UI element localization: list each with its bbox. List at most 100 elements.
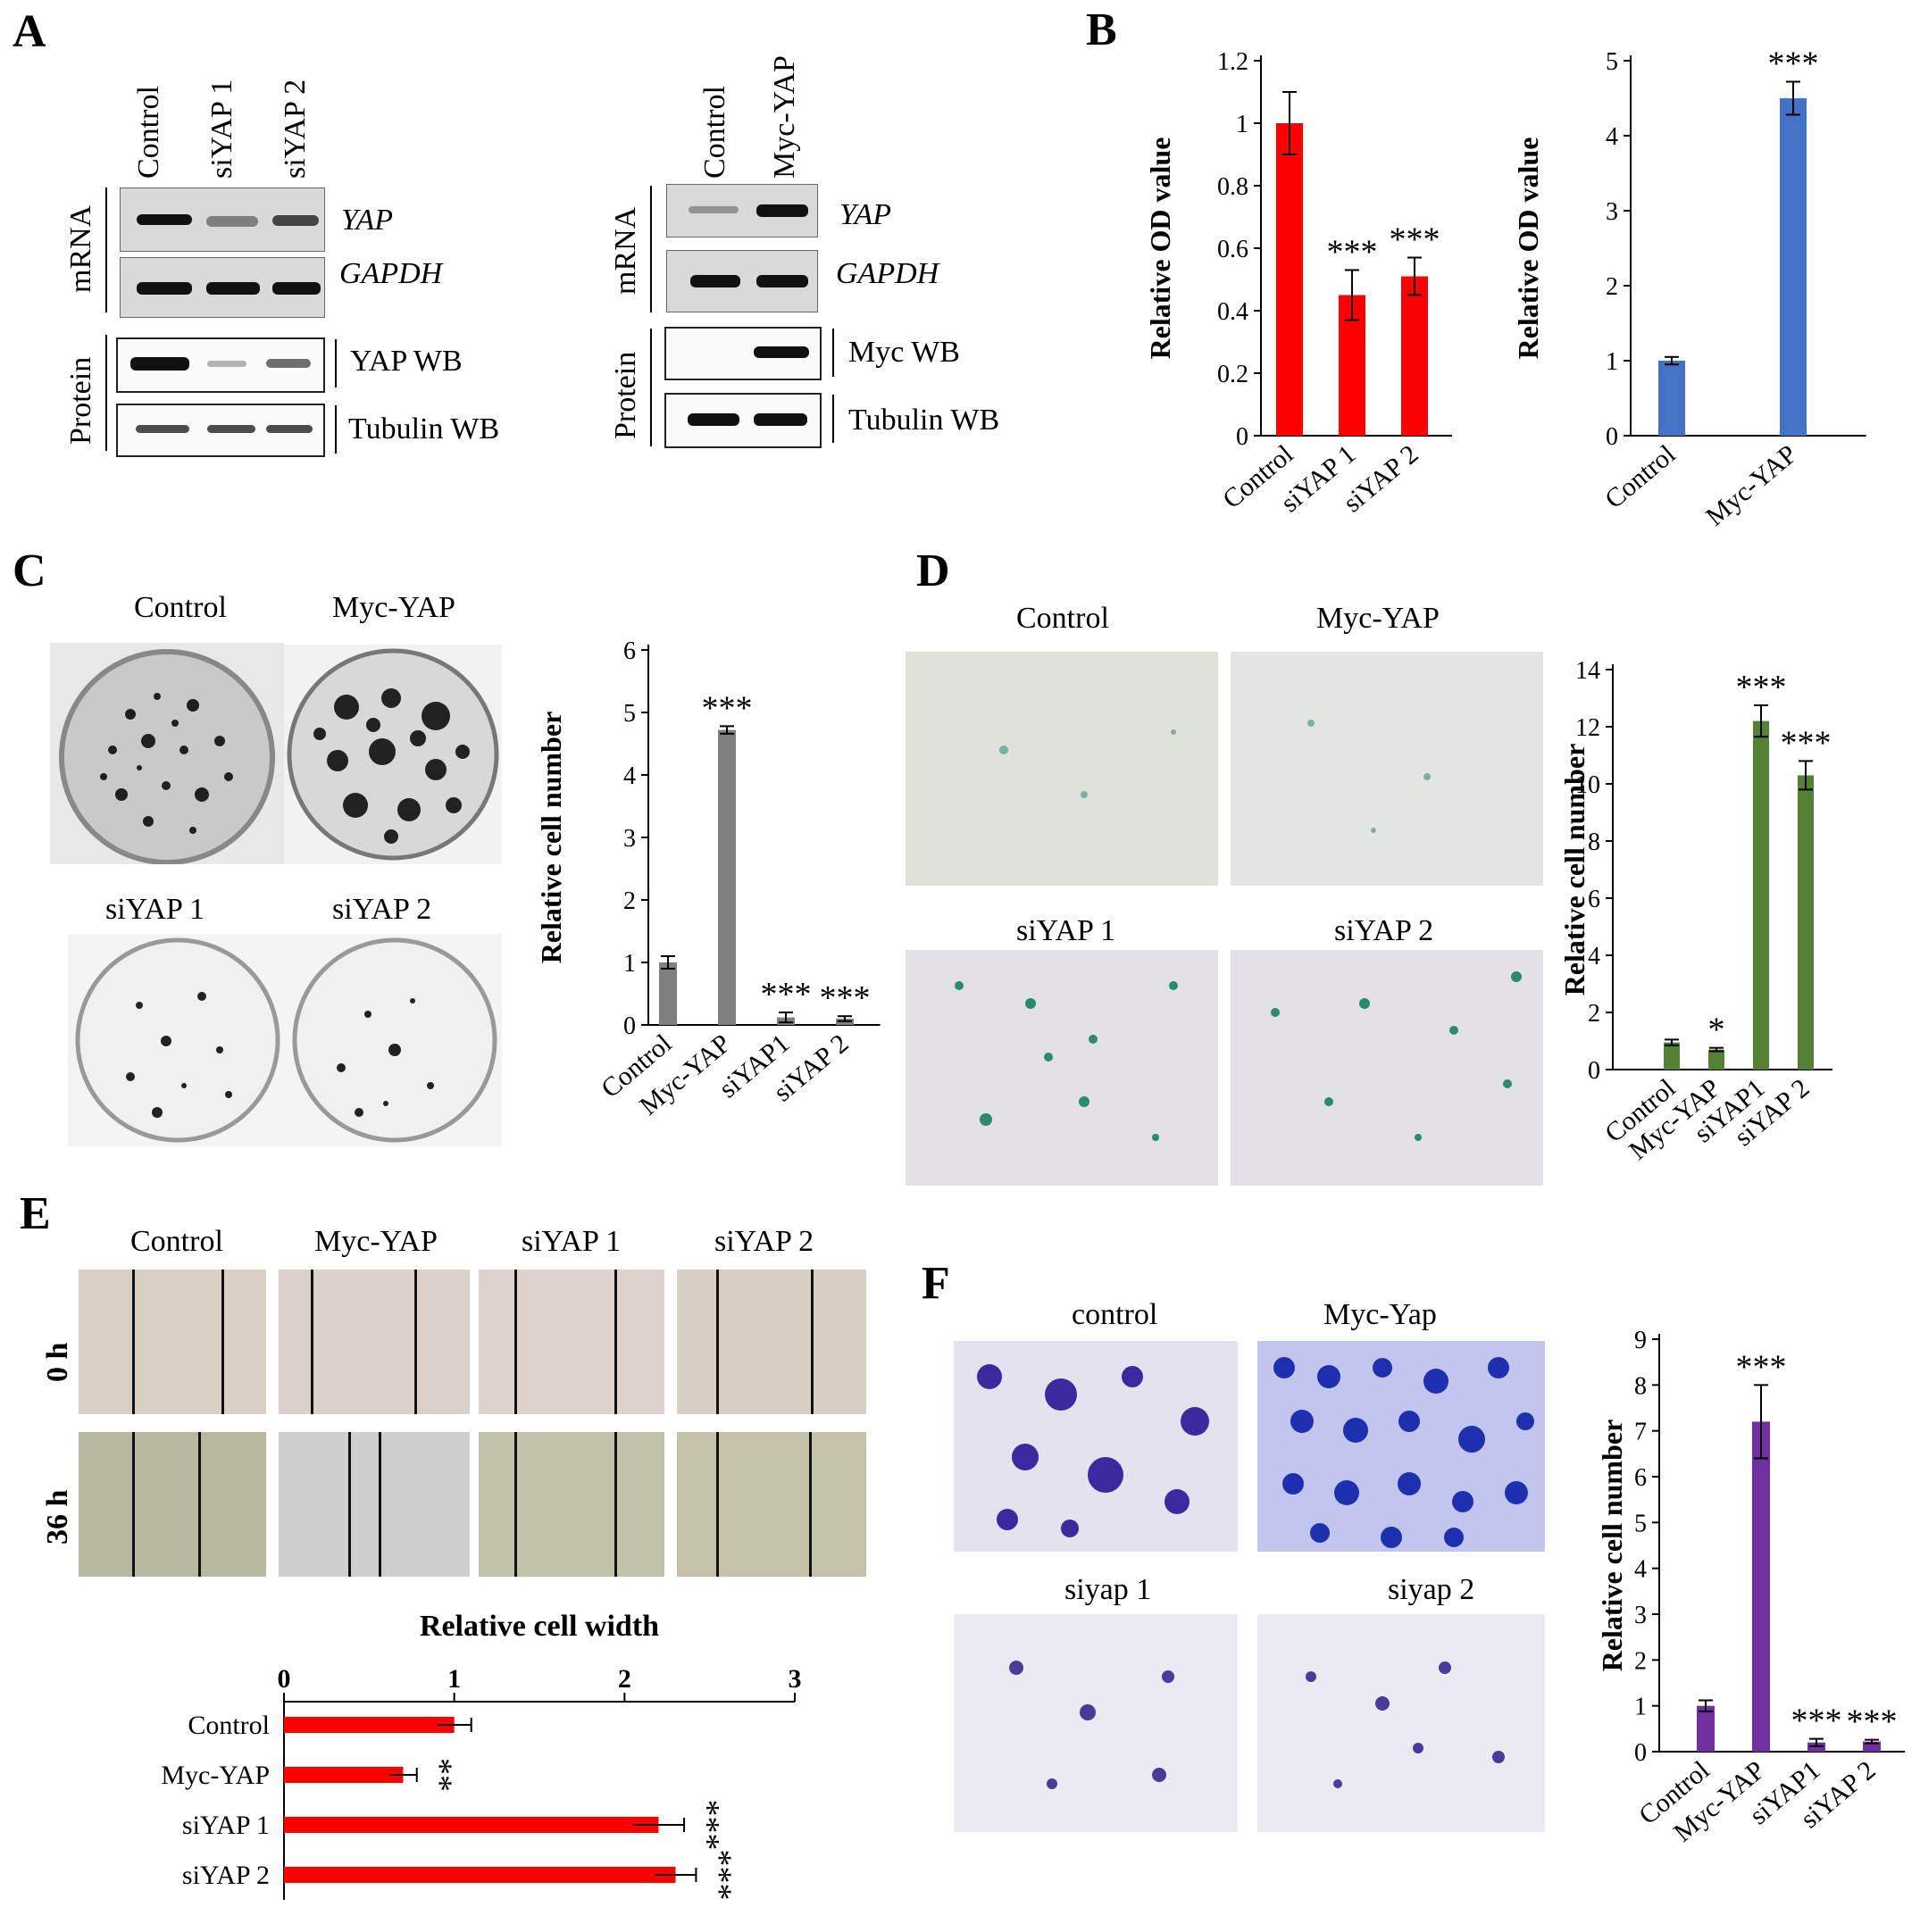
wound-col-siyap2: siYAP 2: [714, 1225, 814, 1258]
chart-b2-significance: ***: [1768, 46, 1819, 83]
colony-image-siyap2: [288, 934, 502, 1146]
chart-f-ytick-label: 1: [1634, 1694, 1647, 1721]
chart-f-ytick-label: 8: [1634, 1372, 1647, 1400]
chart-b1-ytick-label: 0.2: [1217, 361, 1248, 388]
wound-0h-siyap2: [677, 1270, 866, 1414]
colony-image-control: [50, 643, 284, 864]
colony-label-control: Control: [134, 591, 227, 624]
chart-c-ylabel: Relative cell number: [535, 712, 567, 964]
colony-label-siyap1: siYAP 1: [105, 893, 205, 926]
chart-b1-bar: [1401, 276, 1428, 436]
sa-bgal-label-siyap2: siYAP 2: [1334, 914, 1434, 947]
chart-b2-ytick-label: 1: [1606, 348, 1618, 376]
row-label-yap-mrna: YAP: [341, 204, 394, 237]
chart-b1-ytick-label: 0.6: [1217, 236, 1248, 263]
chart-c-ytick-label: 3: [623, 825, 636, 853]
panel-label-d: D: [916, 545, 950, 596]
chart-b2-ytick-label: 5: [1606, 48, 1618, 76]
chart-d-significance: ***: [1736, 669, 1787, 706]
row-label-tubulin-wb: Tubulin WB: [348, 412, 500, 446]
sa-bgal-label-control: Control: [1016, 602, 1109, 635]
transwell-label-siyap2: siyap 2: [1388, 1573, 1475, 1606]
chart-e-category-label: Myc-YAP: [161, 1761, 270, 1790]
chart-e-bar: [284, 1767, 404, 1783]
chart-d-bar: [1753, 720, 1769, 1070]
chart-b2-bar: [1658, 361, 1685, 436]
blot-myc-wb-right: [664, 327, 822, 380]
chart-d-ytick-label: 10: [1575, 771, 1600, 799]
chart-c-bar: [718, 729, 736, 1025]
transwell-label-siyap1: siyap 1: [1064, 1573, 1152, 1606]
chart-d-ytick-label: 14: [1575, 657, 1600, 685]
sa-bgal-label-siyap1: siYAP 1: [1016, 914, 1116, 947]
chart-d-ytick-label: 0: [1588, 1057, 1600, 1085]
chart-c-ytick-label: 6: [623, 637, 636, 665]
wound-36h-myc-yap: [279, 1432, 470, 1577]
chart-b2-ytick-label: 3: [1606, 198, 1618, 226]
blot-yap-wb-left: [116, 337, 325, 393]
blot-tubulin-wb-right: [664, 393, 822, 448]
chart-f-ytick-label: 9: [1634, 1327, 1647, 1354]
panel-label-f: F: [922, 1258, 950, 1309]
chart-b2-ytick-label: 2: [1606, 273, 1618, 301]
chart-d-ylabel: Relative cell number: [1558, 744, 1590, 996]
chart-f-ytick-label: 4: [1634, 1556, 1647, 1584]
chart-b2-ylabel: Relative OD value: [1512, 137, 1544, 360]
chart-f-ytick-label: 3: [1634, 1602, 1647, 1629]
chart-d-ytick-label: 2: [1588, 1000, 1600, 1028]
chart-b2-category-label: Myc-YAP: [1700, 439, 1802, 531]
chart-e-xtick-label: 2: [618, 1664, 631, 1694]
chart-c-significance: ***: [702, 689, 753, 727]
chart-b1-bar: [1276, 123, 1303, 436]
chart-d-bar: [1798, 775, 1814, 1070]
chart-e-xtick-label: 0: [278, 1664, 291, 1694]
chart-f-ytick-label: 2: [1634, 1647, 1647, 1675]
chart-f-bar: [1697, 1705, 1715, 1752]
chart-e-bar: [284, 1867, 676, 1883]
wound-36h-siyap2: [677, 1432, 866, 1577]
chart-f-significance: ***: [1791, 1703, 1842, 1740]
chart-f-ytick-label: 5: [1634, 1510, 1647, 1537]
wound-0h-control: [79, 1270, 266, 1414]
chart-c-ytick-label: 2: [623, 887, 636, 915]
sa-bgal-image-siyap2: [1231, 950, 1543, 1186]
chart-c-significance: ***: [820, 979, 871, 1017]
chart-b2-ytick-label: 4: [1606, 123, 1618, 151]
chart-d-ytick-label: 6: [1588, 886, 1600, 913]
chart-d-bar: [1664, 1042, 1680, 1070]
colony-label-myc-yap: Myc-YAP: [332, 591, 455, 624]
chart-c-ytick-label: 1: [623, 950, 636, 978]
row-label-myc-wb: Myc WB: [848, 336, 960, 369]
wound-36h-siyap1: [479, 1432, 664, 1577]
chart-e-category-label: siYAP 2: [182, 1861, 270, 1890]
chart-b1-significance: ***: [1390, 221, 1440, 259]
transwell-image-siyap2: [1257, 1614, 1545, 1832]
sa-bgal-image-control: [906, 652, 1218, 886]
panel-label-a: A: [13, 6, 46, 57]
panel-label-c: C: [13, 545, 46, 596]
transwell-image-myc-yap: [1257, 1341, 1545, 1552]
chart-e-significance: **: [422, 1758, 459, 1792]
chart-d-ytick-label: 8: [1588, 829, 1600, 856]
wound-col-control: Control: [130, 1225, 223, 1258]
chart-d-ytick-label: 12: [1575, 714, 1600, 742]
chart-e-bar: [284, 1817, 659, 1833]
wound-36h-control: [79, 1432, 266, 1577]
chart-e-title: Relative cell width: [420, 1610, 659, 1643]
chart-d-significance: ***: [1781, 724, 1832, 762]
chart-e-xtick-label: 1: [447, 1664, 461, 1694]
chart-b1-ytick-label: 0.8: [1217, 173, 1248, 201]
chart-e-significance: ***: [700, 1850, 738, 1901]
chart-b1-ylabel: Relative OD value: [1144, 137, 1176, 360]
blot-gapdh-left: [120, 257, 325, 318]
colony-image-myc-yap: [284, 645, 502, 864]
protein-bracket: [105, 335, 107, 451]
chart-d-bar: [1708, 1049, 1724, 1070]
chart-f-ytick-label: 7: [1634, 1419, 1647, 1446]
transwell-label-control: control: [1072, 1298, 1158, 1331]
chart-c-bar: [659, 962, 677, 1025]
row-label-gapdh-right: GAPDH: [836, 257, 939, 290]
wound-col-myc-yap: Myc-YAP: [314, 1225, 438, 1258]
sa-bgal-image-siyap1: [906, 950, 1218, 1186]
